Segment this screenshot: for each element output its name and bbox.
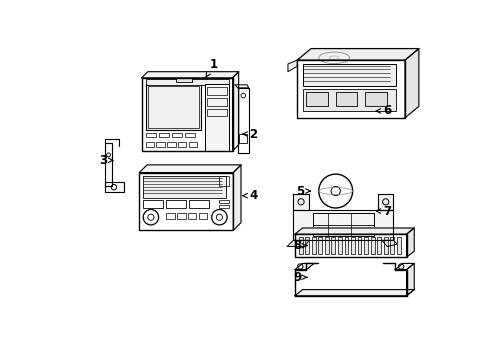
Text: 6: 6 — [375, 104, 390, 117]
Bar — [364, 237, 367, 254]
Bar — [187, 213, 196, 219]
Bar — [198, 213, 207, 219]
Polygon shape — [232, 72, 238, 151]
Bar — [156, 142, 164, 147]
Polygon shape — [406, 228, 413, 257]
Bar — [207, 87, 226, 95]
Bar — [145, 80, 228, 85]
Bar — [204, 84, 229, 151]
Polygon shape — [287, 60, 297, 72]
Bar — [318, 237, 322, 254]
Polygon shape — [104, 182, 123, 192]
Bar — [306, 93, 327, 106]
Bar — [396, 237, 400, 254]
Bar — [219, 205, 229, 208]
Bar — [324, 237, 328, 254]
Bar — [239, 134, 246, 143]
Polygon shape — [286, 240, 308, 247]
Text: 5: 5 — [296, 185, 310, 198]
Text: 2: 2 — [243, 127, 257, 140]
Bar — [305, 237, 308, 254]
Bar — [171, 132, 182, 137]
Bar — [145, 142, 154, 147]
Bar — [166, 200, 186, 208]
Bar — [207, 98, 226, 105]
Text: 9: 9 — [292, 271, 306, 284]
Bar — [143, 176, 225, 198]
Bar — [219, 200, 229, 203]
Bar — [189, 200, 209, 208]
Polygon shape — [381, 240, 396, 247]
Polygon shape — [394, 264, 413, 270]
Bar — [207, 109, 226, 116]
Text: 8: 8 — [292, 239, 306, 252]
Bar — [145, 132, 155, 137]
Text: 4: 4 — [243, 189, 257, 202]
Polygon shape — [293, 210, 393, 240]
Bar — [158, 132, 168, 137]
Bar — [331, 237, 335, 254]
Polygon shape — [294, 289, 413, 296]
Bar — [219, 176, 229, 186]
Bar — [335, 93, 357, 106]
Polygon shape — [297, 49, 418, 60]
Bar — [166, 213, 174, 219]
Bar — [176, 78, 191, 82]
Bar — [364, 93, 386, 106]
Bar — [298, 237, 302, 254]
Bar — [147, 86, 198, 128]
Bar — [177, 213, 185, 219]
Bar — [188, 142, 197, 147]
Polygon shape — [139, 165, 241, 172]
Bar — [377, 237, 380, 254]
Bar — [337, 237, 341, 254]
Polygon shape — [294, 228, 413, 234]
Polygon shape — [233, 165, 241, 230]
Bar — [350, 237, 354, 254]
Bar — [167, 142, 175, 147]
Text: 7: 7 — [375, 204, 390, 217]
Bar — [178, 142, 186, 147]
Bar — [184, 132, 194, 137]
Bar — [312, 213, 373, 237]
Polygon shape — [294, 264, 313, 270]
Bar — [383, 237, 387, 254]
Bar — [303, 89, 395, 111]
Text: 3: 3 — [99, 154, 113, 167]
Polygon shape — [406, 264, 413, 296]
Text: 1: 1 — [206, 58, 217, 77]
Bar — [344, 237, 347, 254]
Polygon shape — [377, 194, 393, 210]
Bar — [311, 237, 315, 254]
Bar — [370, 237, 374, 254]
Bar — [389, 237, 393, 254]
Bar — [143, 200, 163, 208]
Bar — [145, 84, 201, 130]
Polygon shape — [404, 49, 418, 118]
Bar — [303, 64, 395, 86]
Bar — [357, 237, 361, 254]
Polygon shape — [142, 72, 238, 78]
Polygon shape — [234, 85, 248, 88]
Polygon shape — [104, 143, 112, 186]
Polygon shape — [293, 194, 308, 210]
